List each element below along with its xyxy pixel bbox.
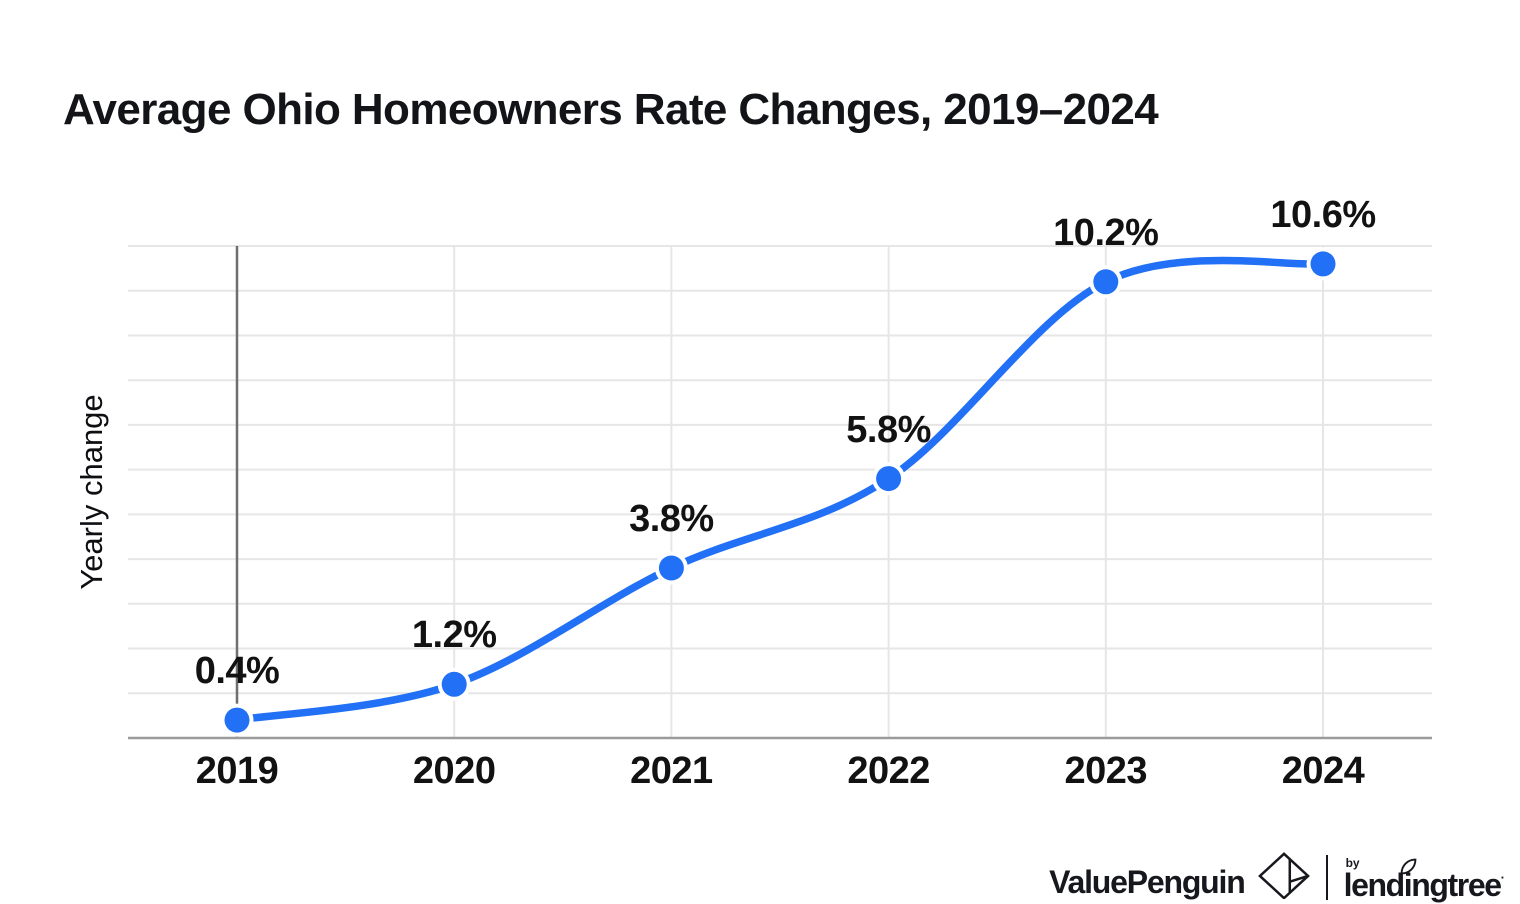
data-point-marker [224, 707, 250, 733]
logo-divider [1325, 855, 1328, 900]
data-point-marker [1093, 269, 1119, 295]
data-point-marker [658, 555, 684, 581]
lendingtree-wordmark: lendingtree [1343, 866, 1502, 903]
lendingtree-logo: by lendingtree· [1343, 855, 1505, 903]
brand-footer: ValuePenguin by lendingtree· [1049, 851, 1505, 903]
trademark-dot: · [1500, 869, 1505, 885]
valuepenguin-logo-text: ValuePenguin [1049, 864, 1246, 900]
data-point-marker [876, 466, 902, 492]
data-point-marker [1310, 251, 1336, 277]
data-point-marker [441, 671, 467, 697]
valuepenguin-diamond-icon [1257, 852, 1310, 899]
by-label: by [1345, 855, 1360, 870]
lendingtree-logo-text: lendingtree· [1343, 866, 1505, 903]
chart-title: Average Ohio Homeowners Rate Changes, 20… [63, 85, 1159, 134]
trend-line [233, 256, 1327, 724]
lendingtree-leaf-icon [1400, 858, 1416, 874]
